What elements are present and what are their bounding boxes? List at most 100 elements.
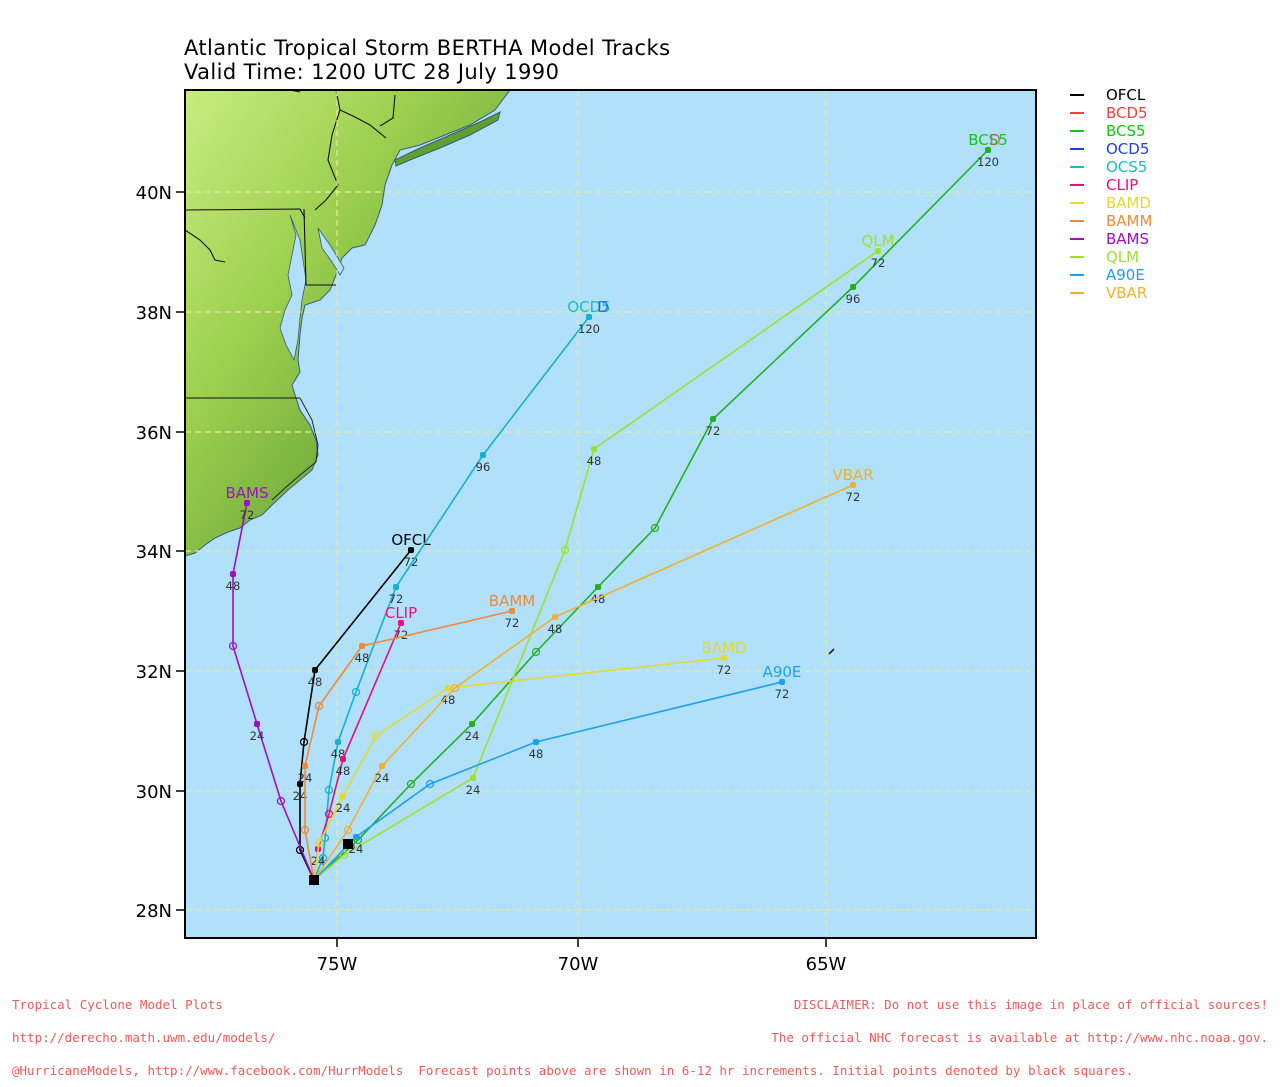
hour-label: 72 <box>775 687 790 701</box>
forecast-point <box>359 643 365 649</box>
hour-label: 72 <box>871 256 886 270</box>
forecast-point <box>509 608 515 614</box>
forecast-point <box>244 500 250 506</box>
legend-swatch <box>1070 112 1084 114</box>
forecast-point <box>470 775 476 781</box>
legend-label: BCD5 <box>1106 104 1148 122</box>
overlay-label: D <box>597 298 609 316</box>
legend-item-bcd5: BCD5 <box>1070 104 1152 122</box>
legend-swatch <box>1070 274 1084 276</box>
forecast-point-open <box>324 809 334 819</box>
forecast-point-open <box>406 779 416 789</box>
track-end-label: OCD5 <box>567 298 610 316</box>
forecast-point-open <box>324 785 334 795</box>
forecast-point-open <box>343 825 353 835</box>
forecast-point <box>393 584 399 590</box>
forecast-point-open <box>371 731 381 741</box>
lat-tick-label: 34N <box>136 542 172 563</box>
forecast-point <box>340 793 346 799</box>
hour-label: 72 <box>505 616 520 630</box>
hour-label: 24 <box>311 854 326 868</box>
track-a90e: 24 48 72 A90E <box>313 663 802 881</box>
forecast-point-open <box>425 779 435 789</box>
legend: OFCL BCD5 BCS5 OCD5 OCS5 CLIP BAMD BAMM BAMS QLM A… <box>1070 86 1152 302</box>
lon-tick-label: 65W <box>806 954 847 975</box>
hour-label: 72 <box>240 508 255 522</box>
model-tracks: 244872OFCL24487296120BCS5487296120OCD524… <box>225 131 1008 881</box>
legend-item-ocs5: OCS5 <box>1070 158 1152 176</box>
footer-line: Tropical Cyclone Model Plots <box>12 997 223 1012</box>
track-end-label: OFCL <box>391 531 431 549</box>
legend-item-bams: BAMS <box>1070 230 1152 248</box>
lat-tick-label: 40N <box>136 183 172 204</box>
forecast-point-open <box>318 853 328 863</box>
forecast-point-open <box>339 850 349 860</box>
legend-swatch <box>1070 94 1084 96</box>
forecast-point-open <box>351 687 361 697</box>
forecast-point <box>340 756 346 762</box>
chart-title: Atlantic Tropical Storm BERTHA Model Tra… <box>184 36 671 60</box>
forecast-point-open <box>299 737 309 747</box>
legend-label: A90E <box>1106 266 1145 284</box>
forecast-point <box>230 571 236 577</box>
forecast-point <box>445 685 451 691</box>
forecast-point-open <box>276 796 286 806</box>
initial-point-square <box>309 875 319 885</box>
hour-label: 48 <box>591 592 606 606</box>
lat-lon-grid <box>185 90 1036 938</box>
forecast-point <box>552 614 558 620</box>
legend-swatch <box>1070 292 1084 294</box>
legend-label: VBAR <box>1106 284 1148 302</box>
legend-swatch <box>1070 256 1084 258</box>
lon-tick-label: 70W <box>558 954 599 975</box>
disclaimer-line: DISCLAIMER: Do not use this image in pla… <box>793 997 1268 1012</box>
track-end-label: VBAR <box>832 466 873 484</box>
track-ofcl: 24 48 72 OFCL <box>293 531 431 881</box>
legend-label: BAMM <box>1106 212 1153 230</box>
legend-item-bamd: BAMD <box>1070 194 1152 212</box>
forecast-point-open <box>531 647 541 657</box>
forecast-point <box>335 739 341 745</box>
track-end-label: BAMS <box>225 484 268 502</box>
lat-tick-label: 28N <box>136 901 172 922</box>
hour-label: 48 <box>548 622 563 636</box>
forecast-point <box>710 416 716 422</box>
forecast-point <box>469 721 475 727</box>
lat-tick-label: 32N <box>136 662 172 683</box>
hour-label: 96 <box>476 460 491 474</box>
forecast-point <box>850 482 856 488</box>
forecast-point <box>875 248 881 254</box>
hour-label: 72 <box>389 592 404 606</box>
legend-swatch <box>1070 220 1084 222</box>
forecast-point-open <box>314 838 324 848</box>
legend-label: OCD5 <box>1106 140 1150 158</box>
track-end-label: BAMD <box>701 639 746 657</box>
hour-label: 24 <box>250 729 265 743</box>
track-bcs5: 24 48 72 96 120 BCS5 <box>313 131 1008 881</box>
forecast-point-open <box>300 825 310 835</box>
track-bamm: 24 48 72 BAMM <box>298 592 535 881</box>
legend-label: BCS5 <box>1106 122 1146 140</box>
map-area: 244872OFCL24487296120BCS5487296120OCD524… <box>185 90 1036 938</box>
footer-right: DISCLAIMER: Do not use this image in pla… <box>771 977 1268 1054</box>
forecast-point <box>721 655 727 661</box>
legend-swatch <box>1070 130 1084 132</box>
track-qlm: 24 48 72 QLM <box>313 232 895 881</box>
initial-point-square <box>343 839 353 849</box>
storm-track-map: 244872OFCL24487296120BCS5487296120OCD524… <box>136 89 1037 975</box>
outer-banks <box>271 397 319 501</box>
forecast-point <box>302 763 308 769</box>
legend-swatch <box>1070 238 1084 240</box>
forecast-point <box>533 739 539 745</box>
track-end-label: BCS5 <box>968 131 1008 149</box>
forecast-point <box>398 620 404 626</box>
hour-label: 48 <box>355 651 370 665</box>
track-end-label: A90E <box>763 663 802 681</box>
hour-label: 24 <box>375 771 390 785</box>
legend-item-qlm: QLM <box>1070 248 1152 266</box>
chart-subtitle: Valid Time: 1200 UTC 28 July 1990 <box>184 60 560 84</box>
forecast-point-open <box>560 545 570 555</box>
legend-label: CLIP <box>1106 176 1139 194</box>
lat-tick-label: 38N <box>136 303 172 324</box>
hour-label: 72 <box>706 424 721 438</box>
